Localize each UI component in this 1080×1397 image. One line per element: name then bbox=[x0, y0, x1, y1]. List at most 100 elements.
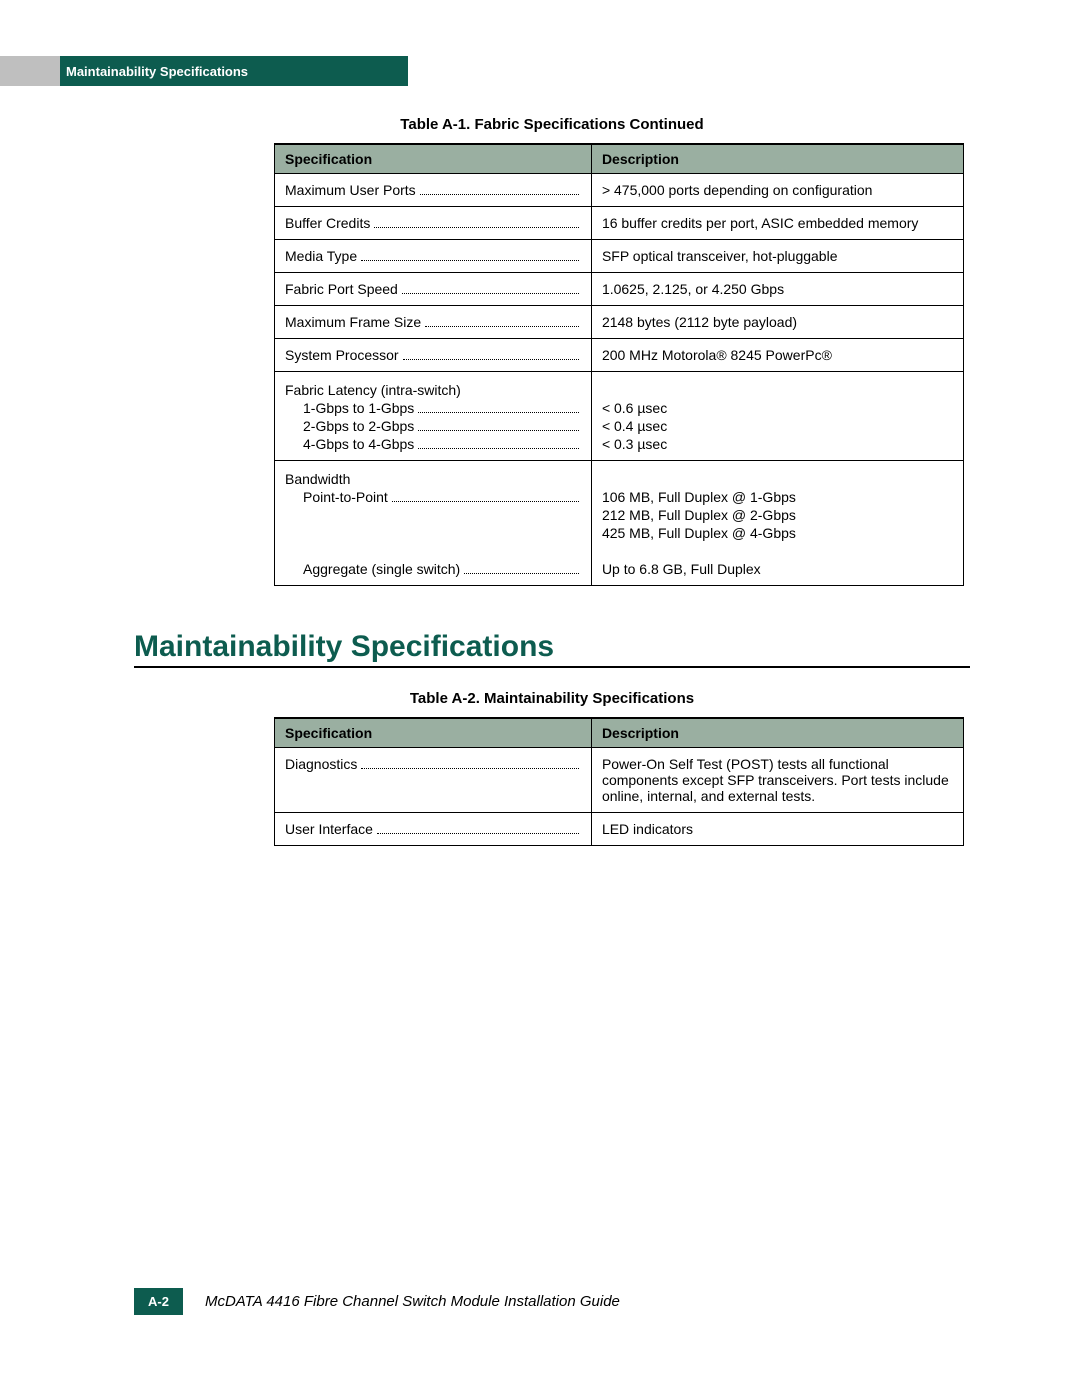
desc-line: < 0.3 µsec bbox=[602, 436, 953, 452]
desc-line: 106 MB, Full Duplex @ 1-Gbps bbox=[602, 489, 953, 505]
footer: A-2 McDATA 4416 Fibre Channel Switch Mod… bbox=[0, 1288, 1080, 1315]
spec-cell: System Processor bbox=[275, 339, 592, 372]
spec-cell: Media Type bbox=[275, 240, 592, 273]
leader-dots bbox=[392, 501, 579, 502]
header-tab: Maintainability Specifications bbox=[0, 56, 408, 86]
spec-label: User Interface bbox=[285, 821, 373, 837]
desc-cell: > 475,000 ports depending on configurati… bbox=[591, 174, 963, 207]
leader-dots bbox=[425, 326, 579, 327]
table-row: Fabric Latency (intra-switch) 1-Gbps to 1… bbox=[275, 372, 964, 461]
leader-dots bbox=[418, 430, 579, 431]
spec-line: 4-Gbps to 4-Gbps bbox=[285, 436, 581, 452]
header-tab-stub bbox=[0, 56, 60, 86]
spec-label: Fabric Port Speed bbox=[285, 281, 398, 297]
table-2-col-desc: Description bbox=[591, 718, 963, 748]
desc-line bbox=[602, 471, 953, 487]
table-row: Maximum User Ports > 475,000 ports depend… bbox=[275, 174, 964, 207]
spec-label: 4-Gbps to 4-Gbps bbox=[303, 436, 414, 452]
desc-line: 425 MB, Full Duplex @ 4-Gbps bbox=[602, 525, 953, 541]
spec-line: 2-Gbps to 2-Gbps bbox=[285, 418, 581, 434]
desc-line: < 0.4 µsec bbox=[602, 418, 953, 434]
leader-dots bbox=[418, 412, 579, 413]
desc-line: Up to 6.8 GB, Full Duplex bbox=[602, 561, 953, 577]
spec-label: Fabric Latency (intra-switch) bbox=[285, 382, 461, 398]
spec-label: System Processor bbox=[285, 347, 399, 363]
table-1-col-desc: Description bbox=[591, 144, 963, 174]
desc-cell: < 0.6 µsec < 0.4 µsec < 0.3 µsec bbox=[591, 372, 963, 461]
spec-label: 1-Gbps to 1-Gbps bbox=[303, 400, 414, 416]
desc-cell: Power-On Self Test (POST) tests all func… bbox=[591, 748, 963, 813]
desc-cell: 2148 bytes (2112 byte payload) bbox=[591, 306, 963, 339]
spec-line: User Interface bbox=[285, 821, 581, 837]
header-tab-label: Maintainability Specifications bbox=[66, 64, 248, 79]
desc-cell: 1.0625, 2.125, or 4.250 Gbps bbox=[591, 273, 963, 306]
spec-line: System Processor bbox=[285, 347, 581, 363]
spec-label: Aggregate (single switch) bbox=[303, 561, 460, 577]
footer-doc-title: McDATA 4416 Fibre Channel Switch Module … bbox=[205, 1293, 620, 1310]
desc-cell: LED indicators bbox=[591, 813, 963, 846]
desc-line: > 475,000 ports depending on configurati… bbox=[602, 182, 953, 198]
spec-line bbox=[285, 525, 581, 541]
table-row: DiagnosticsPower-On Self Test (POST) tes… bbox=[275, 748, 964, 813]
table-1-col-spec: Specification bbox=[275, 144, 592, 174]
content-area: Table A-1. Fabric Specifications Continu… bbox=[134, 108, 970, 846]
leader-dots bbox=[464, 573, 579, 574]
spec-label: Maximum User Ports bbox=[285, 182, 416, 198]
table-row: Bandwidth Point-to-Point Aggregate (singl… bbox=[275, 461, 964, 586]
spec-label: Point-to-Point bbox=[303, 489, 388, 505]
spec-cell: Maximum User Ports bbox=[275, 174, 592, 207]
leader-dots bbox=[361, 260, 579, 261]
leader-dots bbox=[377, 833, 579, 834]
table-row: Maximum Frame Size 2148 bytes (2112 byte … bbox=[275, 306, 964, 339]
leader-dots bbox=[403, 359, 579, 360]
desc-cell: 106 MB, Full Duplex @ 1-Gbps212 MB, Full… bbox=[591, 461, 963, 586]
desc-line: 1.0625, 2.125, or 4.250 Gbps bbox=[602, 281, 953, 297]
desc-line: 2148 bytes (2112 byte payload) bbox=[602, 314, 953, 330]
table-row: User Interface LED indicators bbox=[275, 813, 964, 846]
leader-dots bbox=[402, 293, 579, 294]
spec-cell: Bandwidth Point-to-Point Aggregate (singl… bbox=[275, 461, 592, 586]
desc-line: Power-On Self Test (POST) tests all func… bbox=[602, 756, 953, 804]
table-row: Fabric Port Speed 1.0625, 2.125, or 4.250… bbox=[275, 273, 964, 306]
spec-line: Point-to-Point bbox=[285, 489, 581, 505]
spec-cell: Maximum Frame Size bbox=[275, 306, 592, 339]
desc-line: 16 buffer credits per port, ASIC embedde… bbox=[602, 215, 953, 231]
desc-line: LED indicators bbox=[602, 821, 953, 837]
table-2-col-spec: Specification bbox=[275, 718, 592, 748]
section-heading: Maintainability Specifications bbox=[134, 630, 970, 668]
table-2-caption: Table A-2. Maintainability Specification… bbox=[134, 690, 970, 707]
spec-cell: Fabric Port Speed bbox=[275, 273, 592, 306]
table-row: Media Type SFP optical transceiver, hot-p… bbox=[275, 240, 964, 273]
table-row: System Processor 200 MHz Motorola® 8245 P… bbox=[275, 339, 964, 372]
table-1-header-row: Specification Description bbox=[275, 144, 964, 174]
spec-line bbox=[285, 507, 581, 523]
spec-line: Bandwidth bbox=[285, 471, 581, 487]
desc-line: 200 MHz Motorola® 8245 PowerPc® bbox=[602, 347, 953, 363]
spec-line: Fabric Latency (intra-switch) bbox=[285, 382, 581, 398]
spec-line: Buffer Credits bbox=[285, 215, 581, 231]
spec-label: Maximum Frame Size bbox=[285, 314, 421, 330]
spec-line: Maximum Frame Size bbox=[285, 314, 581, 330]
desc-cell: 200 MHz Motorola® 8245 PowerPc® bbox=[591, 339, 963, 372]
desc-line: < 0.6 µsec bbox=[602, 400, 953, 416]
page: Maintainability Specifications Table A-1… bbox=[0, 0, 1080, 1397]
spec-line: Fabric Port Speed bbox=[285, 281, 581, 297]
spec-label: Bandwidth bbox=[285, 471, 350, 487]
spec-label: Buffer Credits bbox=[285, 215, 370, 231]
desc-line bbox=[602, 543, 953, 559]
spec-cell: Fabric Latency (intra-switch) 1-Gbps to 1… bbox=[275, 372, 592, 461]
spec-line: Media Type bbox=[285, 248, 581, 264]
leader-dots bbox=[420, 194, 579, 195]
desc-cell: SFP optical transceiver, hot-pluggable bbox=[591, 240, 963, 273]
spec-cell: Buffer Credits bbox=[275, 207, 592, 240]
desc-line bbox=[602, 382, 953, 398]
spec-cell: Diagnostics bbox=[275, 748, 592, 813]
spec-label: 2-Gbps to 2-Gbps bbox=[303, 418, 414, 434]
desc-line: SFP optical transceiver, hot-pluggable bbox=[602, 248, 953, 264]
table-row: Buffer Credits 16 buffer credits per port… bbox=[275, 207, 964, 240]
spec-line: Aggregate (single switch) bbox=[285, 561, 581, 577]
spec-cell: User Interface bbox=[275, 813, 592, 846]
spec-line: 1-Gbps to 1-Gbps bbox=[285, 400, 581, 416]
leader-dots bbox=[374, 227, 579, 228]
table-2: Specification Description DiagnosticsPow… bbox=[274, 717, 964, 846]
